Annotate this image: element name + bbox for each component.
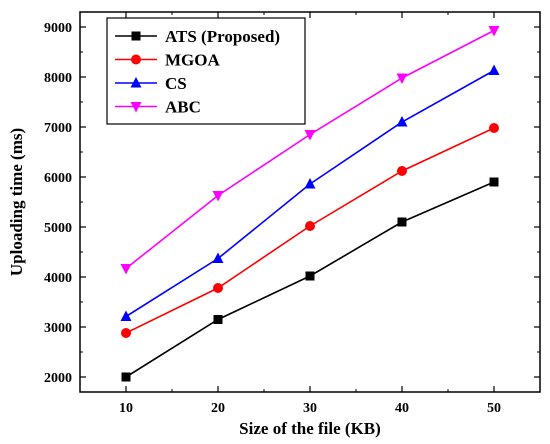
data-point [488,64,500,75]
y-tick-label: 9000 [44,21,72,36]
data-point [488,26,500,37]
series-0 [121,177,499,382]
axes: 10 20 30 40 50 2000 3000 4000 5000 6000 7000 8000 90… [44,12,540,416]
legend-marker [130,77,142,88]
y-tick-label: 8000 [44,71,72,86]
data-point [489,177,499,187]
data-point [213,283,223,293]
data-point [304,178,316,189]
data-point [121,328,131,338]
x-tick-label: 50 [487,401,501,416]
x-axis-title: Size of the file (KB) [239,419,381,438]
y-tick-label: 2000 [44,371,72,386]
y-tick-label: 7000 [44,121,72,136]
legend-marker [131,31,141,41]
data-point [213,315,223,324]
series-2 [120,64,500,321]
data-point [120,310,132,321]
data-point [305,221,315,231]
legend-marker [131,54,141,65]
legend-label: ATS (Proposed) [165,27,280,46]
data-point [304,130,316,141]
x-tick-label: 40 [395,401,409,416]
y-tick-label: 5000 [44,221,72,236]
legend-label: ABC [165,98,201,117]
data-point [121,372,131,382]
y-axis-title: Uploading time (ms) [7,128,26,276]
data-point [120,264,132,275]
data-point [305,271,315,281]
x-tick-label: 10 [119,401,133,416]
data-point [489,123,499,133]
data-point [212,191,224,202]
data-point [396,73,408,84]
legend-label: MGOA [165,51,220,70]
series-group [120,26,500,382]
y-tick-label: 4000 [44,271,72,286]
x-tick-label: 30 [303,401,317,416]
data-point [397,166,407,176]
series-1 [121,123,499,338]
legend: ATS (Proposed) MGOA CS ABC [106,17,306,125]
legend-marker [130,102,142,113]
series-3 [120,26,500,275]
x-tick-label: 20 [211,401,225,416]
y-tick-label: 6000 [44,171,72,186]
data-point [212,252,224,263]
data-point [397,217,407,227]
legend-label: CS [165,74,187,93]
y-tick-label: 3000 [44,321,72,336]
data-point [396,116,408,127]
